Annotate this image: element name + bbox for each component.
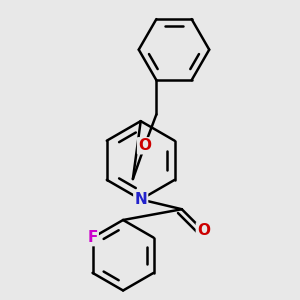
Text: O: O [138, 138, 151, 153]
Text: N: N [134, 192, 147, 207]
Text: F: F [87, 230, 98, 245]
Text: O: O [197, 223, 210, 238]
